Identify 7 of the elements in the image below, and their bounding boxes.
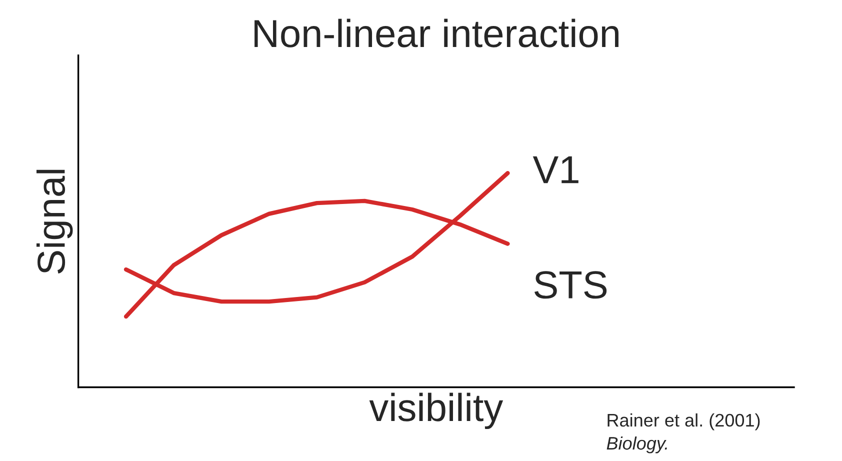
series-label: V1 [532,156,578,184]
text: Rainer et al. (2001) [608,413,760,430]
chart-title: Non-linear interaction [254,18,618,48]
y-axis-title: Signal [36,170,73,274]
x-axis-title: visibility [369,392,504,430]
series-label: STS [534,271,607,299]
text: Biology. [606,436,667,454]
